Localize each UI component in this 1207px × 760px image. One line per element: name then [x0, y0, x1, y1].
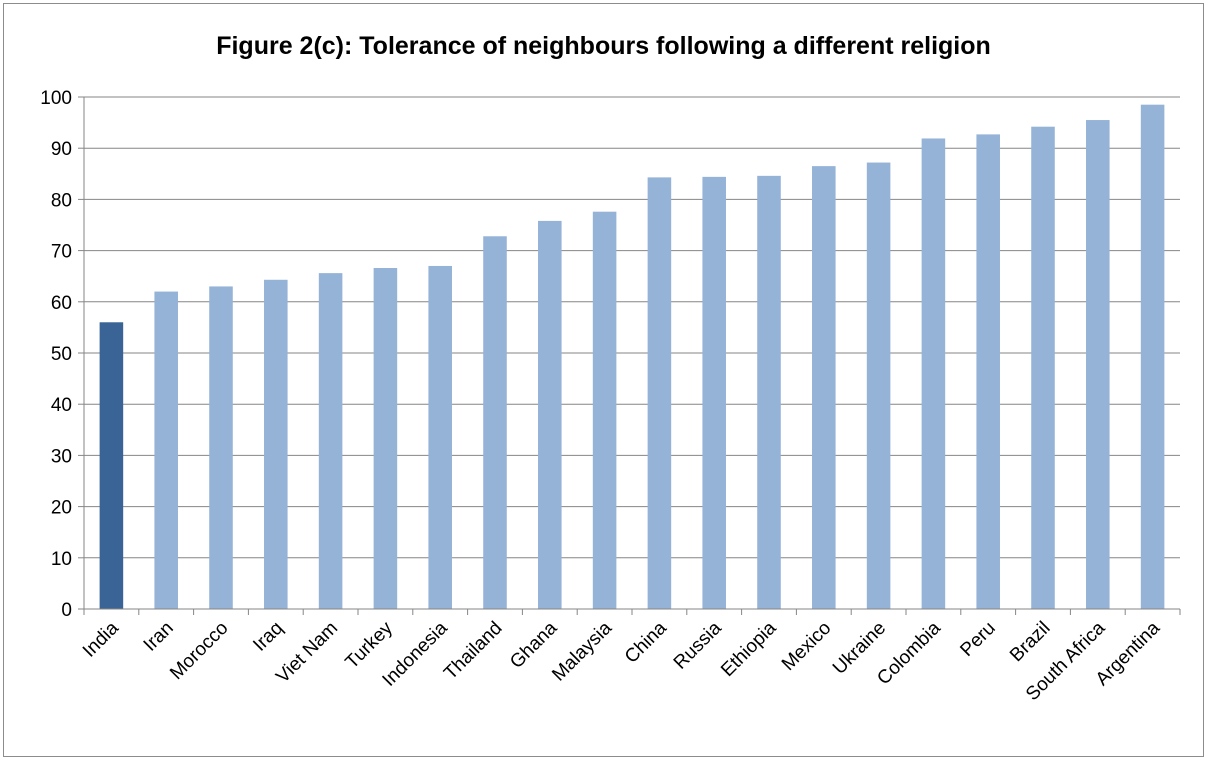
x-category-label: Morocco: [166, 618, 232, 684]
y-tick-label: 60: [51, 293, 72, 314]
bar-turkey: [373, 268, 398, 609]
bar-china: [647, 177, 672, 609]
x-category-label: Ethiopia: [717, 617, 781, 681]
x-category-label: India: [79, 617, 123, 661]
x-category-label: Iraq: [249, 618, 287, 656]
y-tick-label: 30: [51, 446, 72, 467]
x-category-label: Peru: [957, 618, 1000, 661]
y-tick-label: 10: [51, 549, 72, 570]
y-tick-labels: 0 10 20 30 40 50 60 70 80 90 100: [40, 88, 72, 621]
bar-morocco: [209, 286, 233, 609]
chart-title: Figure 2(c): Tolerance of neighbours fol…: [216, 32, 991, 60]
y-tick-label: 20: [51, 498, 72, 519]
bar-iran: [154, 291, 178, 609]
x-category-label: China: [621, 617, 671, 667]
bar-indonesia: [428, 265, 452, 609]
bar-peru: [976, 134, 1000, 609]
bar-ukraine: [866, 162, 891, 609]
bars: [83, 104, 1181, 615]
bar-thailand: [483, 236, 507, 609]
bar-viet-nam: [318, 273, 343, 609]
axes: [83, 97, 1180, 610]
y-tick-label: 90: [51, 139, 72, 160]
bar-ghana: [538, 220, 562, 610]
bar-malaysia: [592, 211, 617, 610]
bar-argentina: [1140, 104, 1165, 610]
bar-iraq: [264, 279, 288, 609]
bar-brazil: [1031, 126, 1055, 610]
bar-south-africa: [1086, 120, 1110, 609]
x-category-label: Thailand: [440, 618, 506, 684]
x-category-label: Malaysia: [548, 617, 616, 685]
bar-russia: [702, 176, 726, 609]
x-category-label: Iran: [140, 618, 178, 656]
x-category-label: Mexico: [778, 618, 835, 675]
y-tick-label: 70: [51, 242, 72, 263]
gridlines: [78, 96, 1180, 610]
bar-mexico: [812, 166, 836, 609]
y-tick-label: 40: [51, 395, 72, 416]
y-tick-label: 0: [61, 600, 72, 621]
x-category-label: Brazil: [1006, 618, 1054, 666]
y-tick-label: 80: [51, 190, 72, 211]
y-tick-label: 50: [51, 344, 72, 365]
bar-india: [99, 322, 124, 609]
y-tick-label: 100: [40, 88, 72, 109]
bar-ethiopia: [757, 175, 781, 609]
bar-colombia: [921, 138, 946, 610]
